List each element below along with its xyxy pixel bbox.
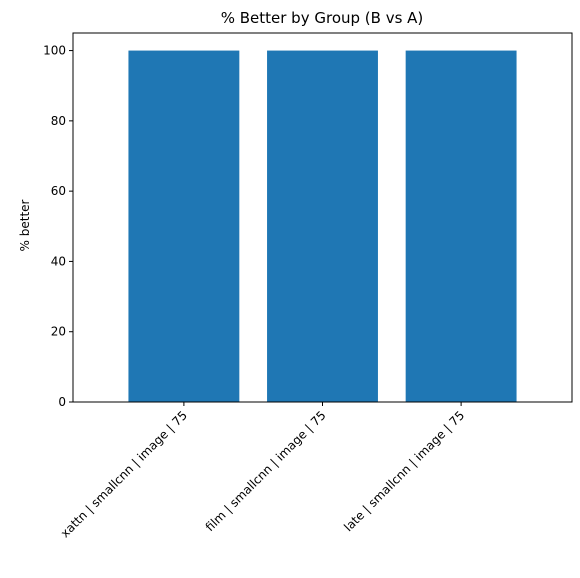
bars-group — [128, 50, 517, 402]
chart-title: % Better by Group (B vs A) — [221, 9, 424, 27]
plot-frame — [72, 32, 573, 403]
y-tick-label-2: 40 — [51, 254, 66, 268]
y-tick-label-4: 80 — [51, 114, 66, 128]
y-tick-label-3: 60 — [51, 184, 66, 198]
y-axis: 0 20 40 60 80 100 — [43, 44, 73, 409]
y-tick-label-0: 0 — [58, 395, 66, 409]
y-axis-label: % better — [18, 199, 32, 251]
bar-0 — [128, 50, 240, 402]
x-tick-label-0: xattn | smallcnn | image | 75 — [58, 408, 190, 540]
x-tick-label-1: film | smallcnn | image | 75 — [203, 408, 329, 534]
x-tick-label-2: late | smallcnn | image | 75 — [341, 408, 467, 534]
y-tick-label-1: 20 — [51, 325, 66, 339]
y-tick-label-5: 100 — [43, 44, 66, 58]
bar-2 — [405, 50, 517, 402]
bar-1 — [267, 50, 378, 402]
x-axis: xattn | smallcnn | image | 75 film | smal… — [58, 402, 467, 540]
